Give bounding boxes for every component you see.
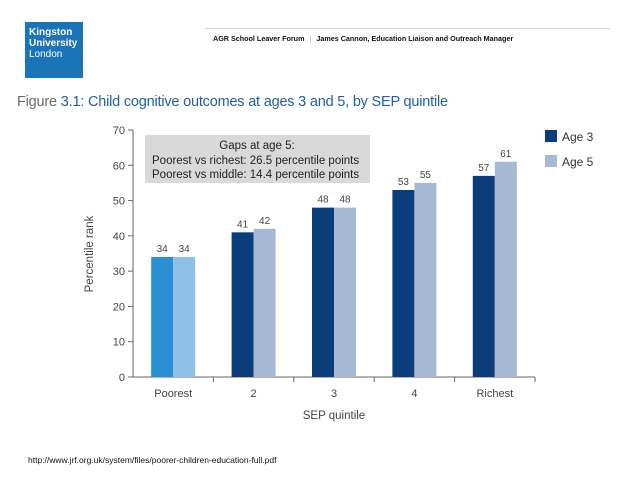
logo-line-2: University <box>29 38 78 49</box>
bar-age3 <box>231 232 254 377</box>
data-label: 34 <box>179 244 191 255</box>
header-separator: | <box>309 34 312 43</box>
bar-age3 <box>151 257 174 377</box>
kingston-logo: Kingston University London <box>25 22 83 78</box>
figure-number: 3.1: <box>60 94 85 110</box>
bar-age5 <box>334 207 356 377</box>
y-tick-label: 40 <box>113 231 125 243</box>
header-presenter: James Cannon, Education Liaison and Outr… <box>316 34 514 43</box>
data-label: 34 <box>157 244 169 255</box>
bar-age5 <box>173 257 196 377</box>
annotation-title: Gaps at age 5: <box>219 140 294 152</box>
header-forum: AGR School Leaver Forum <box>213 34 305 43</box>
y-tick-label: 70 <box>113 125 125 137</box>
data-label: 61 <box>500 149 512 160</box>
legend-swatch-age3 <box>545 130 557 142</box>
figure-label: Figure <box>17 94 57 110</box>
legend-label: Age 3 <box>562 130 594 144</box>
x-tick-label: 2 <box>251 388 257 400</box>
y-tick-label: 0 <box>119 372 125 384</box>
y-tick-label: 50 <box>113 196 125 208</box>
logo-line-1: Kingston <box>29 27 73 38</box>
legend-label: Age 5 <box>562 155 594 169</box>
bar-age3 <box>312 207 334 377</box>
data-label: 41 <box>237 219 249 230</box>
y-axis-label: Percentile rank <box>84 215 96 292</box>
y-tick-label: 30 <box>113 266 125 278</box>
legend-swatch-age5 <box>545 155 557 167</box>
annotation-line: Poorest vs middle: 14.4 percentile point… <box>152 169 359 181</box>
logo-line-3: London <box>29 49 63 60</box>
data-label: 57 <box>478 163 490 174</box>
figure-title-text: Child cognitive outcomes at ages 3 and 5… <box>84 94 448 110</box>
data-label: 48 <box>339 195 351 206</box>
y-tick-label: 10 <box>113 337 125 349</box>
bar-age5 <box>414 182 437 377</box>
annotation-box <box>145 135 370 183</box>
data-label: 53 <box>398 177 410 188</box>
source-link[interactable]: http://www.jrf.org.uk/system/files/poore… <box>28 455 277 465</box>
y-tick-label: 20 <box>113 301 125 313</box>
bar-age3 <box>472 175 495 377</box>
data-label: 42 <box>259 216 271 227</box>
annotation-line: Poorest vs richest: 26.5 percentile poin… <box>152 155 359 167</box>
x-axis-label: SEP quintile <box>303 410 365 422</box>
data-label: 55 <box>420 170 432 181</box>
x-tick-label: 3 <box>331 388 337 400</box>
legend: Age 3 Age 5 <box>545 130 594 169</box>
data-label: 48 <box>317 195 329 206</box>
y-tick-label: 60 <box>113 160 125 172</box>
x-tick-label: Richest <box>476 388 513 400</box>
header-text: AGR School Leaver Forum | James Cannon, Ed… <box>213 34 513 43</box>
x-tick-label: 4 <box>411 388 417 400</box>
figure-title: Figure 3.1: Child cognitive outcomes at … <box>17 94 448 110</box>
header-divider <box>205 28 610 29</box>
bar-age5 <box>253 228 276 377</box>
bar-age5 <box>494 161 517 377</box>
x-tick-label: Poorest <box>154 388 192 400</box>
bar-age3 <box>392 189 415 377</box>
